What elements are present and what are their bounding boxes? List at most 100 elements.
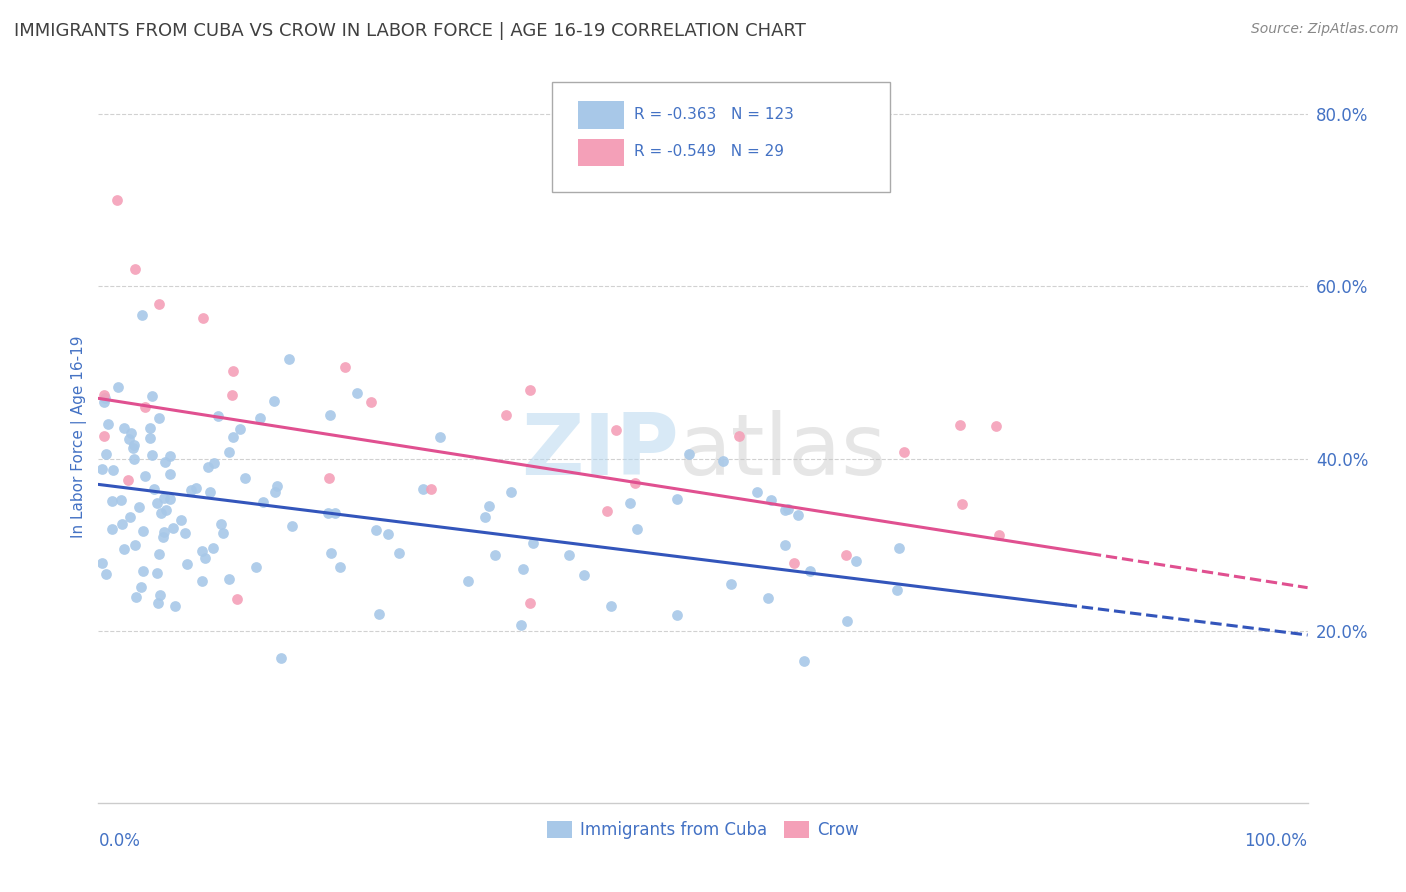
Point: [139, 431, 162, 445]
Point: [149, 589, 172, 603]
Point: [122, 438, 145, 452]
Bar: [578, 102, 624, 129]
Point: [93, 395, 115, 409]
Point: [263, 394, 285, 409]
Text: R = -0.549   N = 29: R = -0.549 N = 29: [634, 145, 785, 160]
Point: [776, 501, 799, 516]
Point: [745, 484, 768, 499]
Point: [122, 451, 145, 466]
Point: [278, 351, 301, 366]
Point: [93, 428, 115, 442]
Point: [124, 262, 146, 277]
Point: [728, 428, 751, 442]
Bar: [578, 138, 624, 167]
Point: [233, 471, 256, 485]
Point: [318, 471, 340, 485]
Point: [773, 538, 796, 552]
Point: [207, 409, 229, 424]
Point: [209, 517, 232, 532]
Point: [134, 469, 156, 483]
Point: [165, 599, 187, 613]
Point: [893, 445, 915, 459]
Point: [101, 462, 124, 476]
Point: [388, 546, 411, 560]
Point: [845, 554, 868, 568]
Point: [132, 524, 155, 538]
Point: [148, 547, 170, 561]
Point: [229, 422, 252, 436]
Point: [319, 408, 342, 422]
Point: [793, 654, 815, 668]
Point: [159, 467, 181, 482]
Point: [122, 441, 145, 455]
Point: [624, 476, 647, 491]
Text: R = -0.363   N = 123: R = -0.363 N = 123: [634, 107, 794, 122]
Point: [91, 556, 114, 570]
Point: [180, 483, 202, 498]
Point: [111, 516, 134, 531]
Point: [117, 473, 139, 487]
Point: [152, 525, 174, 540]
Point: [134, 400, 156, 414]
Point: [129, 580, 152, 594]
Point: [665, 492, 688, 507]
Point: [799, 564, 821, 578]
Point: [495, 409, 517, 423]
Point: [145, 496, 167, 510]
Point: [720, 577, 742, 591]
Point: [97, 417, 120, 432]
Point: [360, 395, 382, 409]
Point: [107, 380, 129, 394]
Text: ZIP: ZIP: [522, 410, 679, 493]
Text: atlas: atlas: [679, 410, 887, 493]
Point: [132, 564, 155, 578]
Point: [522, 535, 544, 549]
Text: Source: ZipAtlas.com: Source: ZipAtlas.com: [1251, 22, 1399, 37]
Point: [558, 548, 581, 562]
Point: [150, 506, 173, 520]
Point: [197, 459, 219, 474]
Point: [512, 562, 534, 576]
Point: [131, 308, 153, 322]
Point: [155, 455, 177, 469]
Point: [143, 482, 166, 496]
Point: [221, 388, 243, 402]
Y-axis label: In Labor Force | Age 16-19: In Labor Force | Age 16-19: [72, 335, 87, 539]
Point: [118, 433, 141, 447]
Point: [887, 541, 910, 555]
Point: [499, 485, 522, 500]
Point: [626, 522, 648, 536]
Point: [574, 568, 596, 582]
Point: [159, 449, 181, 463]
Point: [270, 651, 292, 665]
Point: [148, 296, 170, 310]
Point: [174, 526, 197, 541]
Point: [218, 572, 240, 586]
Point: [782, 556, 804, 570]
Point: [596, 504, 619, 518]
Point: [221, 430, 243, 444]
Point: [222, 364, 245, 378]
Text: 100.0%: 100.0%: [1244, 832, 1308, 850]
Point: [474, 510, 496, 524]
Point: [949, 418, 972, 433]
Point: [191, 544, 214, 558]
Point: [886, 583, 908, 598]
Point: [368, 607, 391, 621]
Point: [986, 418, 1008, 433]
Point: [773, 503, 796, 517]
Point: [202, 456, 225, 470]
Point: [950, 497, 973, 511]
Point: [711, 454, 734, 468]
Point: [139, 420, 162, 434]
Legend: Immigrants from Cuba, Crow: Immigrants from Cuba, Crow: [540, 814, 866, 846]
Point: [988, 527, 1011, 541]
Point: [124, 538, 146, 552]
Point: [91, 462, 114, 476]
Point: [665, 607, 688, 622]
Point: [519, 384, 541, 398]
Point: [101, 522, 124, 536]
Point: [252, 494, 274, 508]
Point: [128, 500, 150, 515]
Point: [94, 566, 117, 581]
